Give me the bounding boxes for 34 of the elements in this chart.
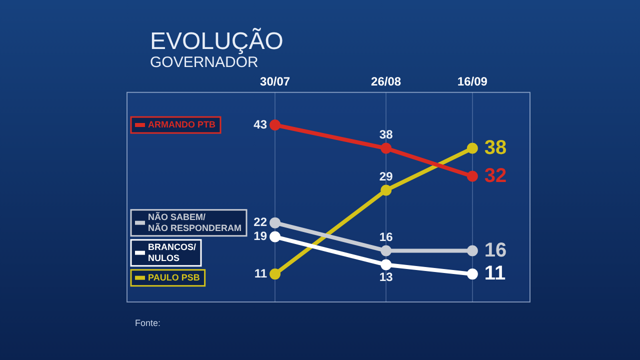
data-label: 38 bbox=[484, 136, 507, 159]
legend-label: ARMANDO PTB bbox=[148, 119, 216, 130]
data-label: 29 bbox=[379, 170, 394, 184]
data-label: 16 bbox=[484, 239, 507, 262]
data-label: 19 bbox=[254, 229, 268, 244]
point bbox=[380, 184, 392, 196]
x-tick-label: 16/09 bbox=[457, 74, 488, 89]
data-label: 16 bbox=[379, 230, 394, 244]
data-label: 38 bbox=[379, 128, 394, 142]
data-label: 13 bbox=[379, 270, 394, 284]
point bbox=[380, 245, 392, 256]
source-note: Fonte: bbox=[135, 318, 161, 328]
chart-title: EVOLUÇÃO bbox=[150, 28, 284, 56]
legend-label: NÃO SABEM/NÃO RESPONDERAM bbox=[148, 210, 242, 233]
chart-subtitle: GOVERNADOR bbox=[150, 54, 258, 71]
point bbox=[380, 142, 392, 154]
point bbox=[466, 170, 478, 182]
point bbox=[466, 268, 478, 280]
point bbox=[270, 231, 281, 242]
data-label: 22 bbox=[254, 215, 268, 230]
point bbox=[380, 259, 392, 270]
legend-label: BRANCOS/NULOS bbox=[148, 242, 196, 263]
data-label: 11 bbox=[484, 262, 506, 285]
point bbox=[270, 268, 281, 280]
point bbox=[270, 120, 281, 131]
x-tick-label: 30/07 bbox=[260, 74, 290, 89]
legend-label: PAULO PSB bbox=[148, 272, 200, 282]
point bbox=[466, 245, 478, 256]
x-tick-label: 26/08 bbox=[371, 74, 402, 89]
data-label: 11 bbox=[254, 266, 268, 280]
data-label: 32 bbox=[484, 164, 507, 187]
point bbox=[466, 142, 478, 154]
data-label: 43 bbox=[254, 117, 268, 132]
point bbox=[270, 217, 281, 228]
